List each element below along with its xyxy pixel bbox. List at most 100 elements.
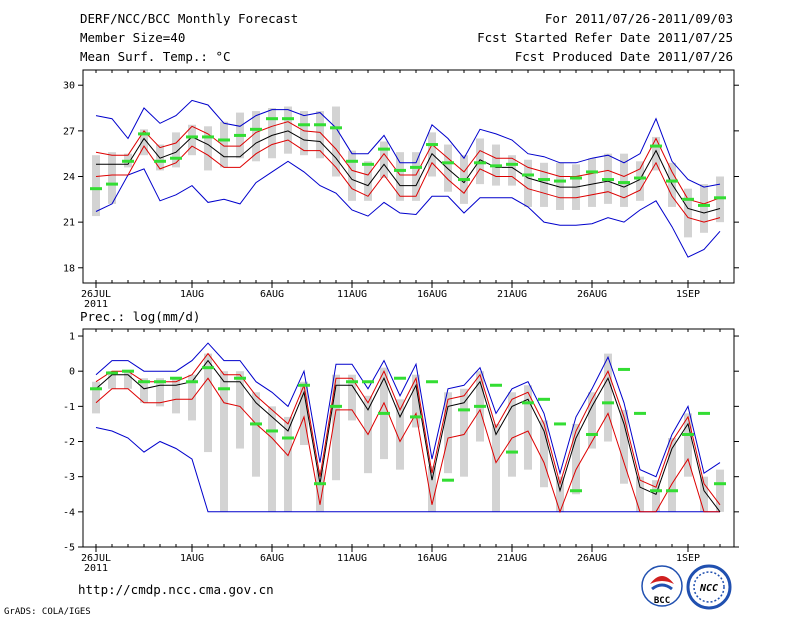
range-box: [396, 152, 404, 201]
x-tick-label: 1AUG: [180, 289, 204, 300]
median-marker: [698, 203, 710, 207]
median-marker: [266, 117, 278, 121]
spread-lower-line: [95, 139, 721, 223]
bcc-logo: BCC: [641, 565, 683, 607]
range-box: [220, 121, 228, 168]
median-marker: [298, 123, 310, 127]
range-box: [284, 106, 292, 154]
median-marker: [330, 126, 342, 130]
x-tick-label: 26AUG: [577, 289, 607, 300]
x-tick-label: 26JUL: [81, 553, 111, 564]
range-box: [540, 420, 548, 488]
median-marker: [362, 162, 374, 166]
median-marker: [682, 432, 694, 436]
median-marker: [666, 179, 678, 183]
range-box: [508, 392, 516, 477]
median-marker: [266, 429, 278, 433]
median-marker: [618, 367, 630, 371]
range-box: [268, 108, 276, 159]
median-marker: [666, 489, 678, 493]
min-line: [95, 160, 721, 258]
median-marker: [394, 376, 406, 380]
range-box: [316, 111, 324, 159]
range-box: [700, 476, 708, 512]
median-marker: [506, 162, 518, 166]
median-marker: [506, 450, 518, 454]
median-marker: [314, 482, 326, 486]
median-marker: [90, 387, 102, 391]
footer-url[interactable]: http://cmdp.ncc.cma.gov.cn: [78, 582, 274, 597]
range-box: [396, 399, 404, 470]
median-marker: [346, 380, 358, 384]
range-box: [364, 161, 372, 201]
median-marker: [282, 117, 294, 121]
range-box: [428, 466, 436, 512]
range-box: [380, 141, 388, 179]
x-tick-label: 16AUG: [417, 553, 447, 564]
ensemble-mean-line: [96, 130, 721, 214]
x-tick-label: 11AUG: [337, 553, 367, 564]
range-box: [108, 371, 116, 389]
member-size: Member Size=40: [80, 30, 185, 45]
range-box: [668, 438, 676, 512]
x-tick-label: 1SEP: [676, 553, 700, 564]
prec-panel-frame: [82, 328, 735, 548]
median-marker: [522, 173, 534, 177]
median-marker: [186, 380, 198, 384]
x-tick-label: 6AUG: [260, 553, 284, 564]
range-box: [204, 126, 212, 171]
range-box: [140, 129, 148, 156]
range-box: [172, 378, 180, 414]
range-box: [684, 413, 692, 477]
median-marker: [298, 383, 310, 387]
median-marker: [106, 182, 118, 186]
range-box: [652, 480, 660, 512]
median-marker: [490, 383, 502, 387]
range-box: [92, 381, 100, 414]
range-box: [236, 371, 244, 449]
y-tick-label: -1: [63, 402, 75, 413]
range-box: [476, 138, 484, 185]
median-marker: [682, 197, 694, 201]
median-marker: [714, 482, 726, 486]
x-tick-label: 6AUG: [260, 289, 284, 300]
median-marker: [634, 411, 646, 415]
median-marker: [154, 380, 166, 384]
produced-date: Fcst Produced Date 2011/07/26: [515, 49, 733, 64]
range-box: [172, 132, 180, 168]
grads-credit: GrADS: COLA/IGES: [4, 607, 91, 617]
median-marker: [170, 156, 182, 160]
range-box: [332, 106, 340, 177]
y-tick-label: -2: [63, 437, 75, 448]
median-marker: [378, 411, 390, 415]
median-marker: [522, 401, 534, 405]
range-box: [588, 158, 596, 207]
range-box: [588, 392, 596, 449]
forecast-period: For 2011/07/26-2011/09/03: [545, 11, 733, 26]
median-marker: [698, 411, 710, 415]
median-marker: [314, 123, 326, 127]
range-box: [252, 111, 260, 162]
y-tick-label: -5: [63, 543, 75, 554]
x-tick-label: 26AUG: [577, 553, 607, 564]
median-marker: [554, 422, 566, 426]
median-marker: [122, 369, 134, 373]
median-marker: [250, 422, 262, 426]
median-marker: [570, 489, 582, 493]
median-marker: [426, 380, 438, 384]
median-marker: [394, 168, 406, 172]
range-box: [524, 385, 532, 470]
median-marker: [378, 147, 390, 151]
x-tick-year: 2011: [84, 299, 108, 310]
range-box: [604, 353, 612, 442]
range-box: [412, 152, 420, 201]
figure-title: DERF/NCC/BCC Monthly Forecast: [80, 11, 298, 26]
y-tick-label: 0: [69, 367, 75, 378]
range-box: [636, 476, 644, 512]
x-tick-label: 1SEP: [676, 289, 700, 300]
range-box: [316, 469, 324, 512]
max-line: [95, 342, 721, 478]
range-box: [204, 353, 212, 453]
